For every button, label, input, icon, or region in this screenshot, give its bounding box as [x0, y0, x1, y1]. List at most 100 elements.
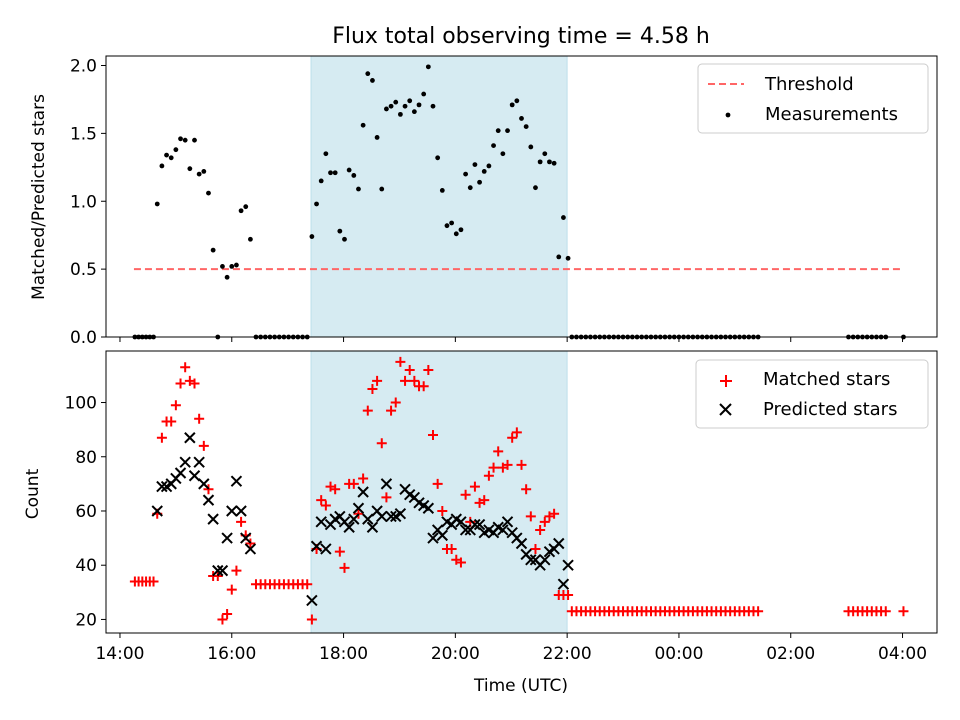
measurement-point [224, 274, 230, 280]
measurement-point [425, 64, 431, 70]
matched-star-point [231, 565, 242, 576]
measurement-point [495, 128, 501, 134]
predicted-star-point [156, 480, 168, 493]
measurements-legend-label: Measurements [765, 104, 898, 125]
predicted-star-point [179, 456, 191, 468]
measurement-point [523, 124, 529, 129]
predicted-star-point [235, 505, 247, 517]
measurement-point [430, 103, 436, 109]
measurement-point [411, 109, 417, 115]
measurement-point [201, 168, 207, 174]
predicted-star-point [376, 510, 388, 523]
predicted-legend-swatch [719, 403, 732, 416]
predicted-star-point [315, 516, 327, 528]
top-plot-frame [105, 55, 938, 338]
predicted-star-point [202, 494, 215, 506]
measurement-point [159, 163, 165, 169]
predicted-star-point [557, 578, 570, 590]
measurement-point [565, 255, 571, 261]
predicted-star-point [362, 513, 374, 525]
measurement-point [323, 151, 329, 157]
measurement-point [210, 247, 216, 253]
measurement-point [178, 136, 183, 142]
measurement-point [360, 122, 366, 128]
bottom-y-tick-label: 20 [75, 610, 97, 630]
predicted-star-point [497, 524, 509, 536]
chart-title: Flux total observing time = 4.58 h [332, 24, 710, 49]
measurement-point [248, 236, 253, 242]
bottom-y-axis-label: Count [23, 468, 43, 519]
bottom-legend: Matched stars Predicted stars [695, 359, 929, 429]
measurement-point [238, 208, 244, 214]
bottom-x-tick-label: 18:00 [319, 644, 368, 664]
matched-star-point [507, 432, 518, 443]
predicted-star-point [473, 518, 486, 531]
measurement-point [173, 147, 179, 153]
measurement-point [509, 102, 515, 108]
matched-star-point [222, 609, 233, 620]
matched-star-point [330, 484, 341, 495]
predicted-star-point [207, 513, 219, 525]
matched-star-point [437, 505, 448, 516]
predicted-star-point [184, 432, 196, 444]
measurement-point [192, 137, 197, 143]
measurement-point [346, 167, 352, 173]
top-y-tick-label: 0.5 [70, 260, 97, 280]
matched-star-point [362, 405, 373, 416]
measurement-point [528, 144, 534, 150]
matched-star-point [469, 481, 480, 492]
bottom-y-tick-label: 100 [65, 394, 97, 414]
bottom-axes-layer: 20 40 60 80 100 14:00 16:00 18:00 20:00 22:00 00:0… [65, 350, 938, 664]
measurement-point [337, 228, 343, 234]
measurement-point [500, 151, 506, 157]
predicted-star-point [436, 529, 449, 542]
matched-star-point [511, 427, 522, 438]
matched-star-point [320, 500, 331, 511]
measurement-point [397, 111, 403, 117]
matched-star-point [212, 571, 223, 582]
measurement-point [318, 178, 324, 184]
predicted-star-point [366, 521, 379, 533]
predicted-star-point [427, 532, 439, 544]
matched-star-point [381, 492, 392, 503]
predicted-star-point [562, 559, 574, 571]
matched-star-point [156, 432, 167, 443]
matched-star-point [217, 614, 228, 625]
predicted-star-point [151, 505, 163, 517]
predicted-star-point [352, 502, 365, 514]
measurement-point [416, 102, 422, 108]
measurement-point [514, 98, 520, 104]
bottom-y-tick-label: 60 [75, 502, 97, 522]
matched-star-point [404, 364, 415, 375]
measurement-point [537, 159, 543, 165]
predicted-star-point [244, 543, 257, 555]
matched-star-point [427, 430, 438, 441]
measurement-point [481, 168, 487, 174]
predicted-star-point [216, 564, 229, 577]
matched-star-point [236, 516, 247, 527]
matched-star-point [563, 590, 574, 601]
matched-star-point [180, 362, 191, 373]
measurement-point [486, 163, 492, 169]
measurement-point [164, 152, 169, 158]
predicted-star-point [343, 521, 355, 533]
matched-points-layer [129, 356, 909, 625]
measurement-point [365, 71, 371, 77]
matched-star-point [460, 489, 471, 500]
matched-star-point [198, 440, 209, 451]
measurement-point [551, 160, 557, 166]
predicted-star-point [459, 524, 472, 536]
top-axes-layer: 0.0 0.5 1.0 1.5 2.0 [70, 55, 938, 348]
measurement-point [547, 159, 552, 165]
matched-star-point [423, 364, 434, 375]
predicted-star-point [306, 594, 318, 607]
matched-star-point [226, 584, 237, 595]
predicted-star-point [422, 502, 435, 514]
matched-star-point [493, 446, 504, 457]
predicted-star-point [198, 478, 210, 490]
matched-star-point [390, 397, 401, 408]
matched-star-point [898, 606, 909, 617]
measurement-point [351, 173, 357, 178]
bottom-x-tick-label: 22:00 [543, 644, 592, 664]
